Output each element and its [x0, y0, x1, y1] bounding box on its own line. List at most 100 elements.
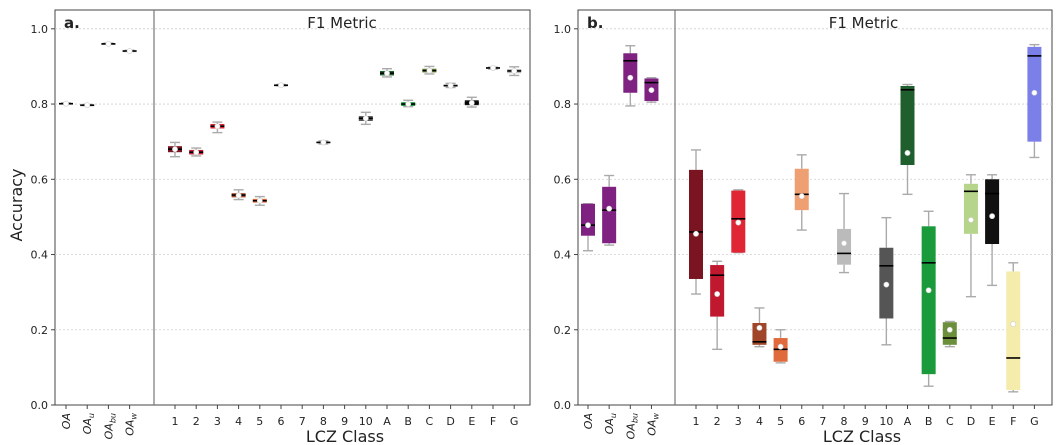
x-axis-label-b: LCZ Class — [823, 427, 901, 445]
x-tick-label: B — [404, 415, 412, 428]
mean-marker — [627, 74, 634, 81]
mean-marker — [172, 146, 178, 153]
x-tick-label: 6 — [278, 415, 285, 428]
box-3 — [210, 121, 225, 134]
panel-title: F1 Metric — [829, 14, 899, 32]
box-OAu — [80, 102, 95, 109]
y-axis-label: Accuracy — [7, 168, 26, 241]
mean-marker — [511, 68, 518, 74]
x-tick-label: A — [904, 415, 912, 428]
x-tick-label: 1 — [693, 415, 700, 428]
box-body — [581, 203, 595, 236]
panel-title: F1 Metric — [307, 14, 377, 32]
x-tick-label: 10 — [879, 415, 893, 428]
panel-label: a. — [64, 14, 80, 32]
box-G — [507, 66, 522, 77]
oa-tick-label: OAu — [81, 413, 96, 434]
box-8 — [837, 192, 852, 274]
x-tick-label: 2 — [193, 415, 200, 428]
x-tick-label: G — [1030, 415, 1039, 428]
box-4 — [231, 189, 246, 201]
x-tick-label: 9 — [341, 415, 348, 428]
mean-marker — [756, 324, 763, 331]
y-tick-label: 0.6 — [31, 173, 49, 186]
box-body — [752, 322, 767, 345]
mean-marker — [490, 65, 496, 71]
y-tick-label: 0.0 — [31, 399, 49, 412]
y-tick-label: 0.4 — [554, 249, 572, 262]
panel-label: b. — [587, 14, 603, 32]
x-tick-label: B — [925, 415, 933, 428]
mean-marker — [362, 115, 369, 122]
box-1 — [168, 141, 182, 158]
panel-a: 0.0 0.2 0.4 0.6 0.8 1.0 a. F1 Metric OA OAu OAbu OA… — [31, 9, 531, 439]
mean-marker — [235, 192, 242, 199]
mean-marker — [63, 100, 69, 107]
box-B — [401, 99, 416, 108]
box-OAbu — [101, 40, 116, 47]
box-E — [464, 96, 479, 108]
box-body — [985, 179, 1000, 244]
y-tick-label: 0.2 — [31, 324, 49, 337]
mean-marker — [256, 197, 263, 204]
box-OAw — [644, 77, 659, 103]
box-G — [1027, 43, 1042, 159]
mean-marker — [883, 281, 890, 288]
box-10 — [358, 111, 373, 126]
box-OAbu — [623, 45, 638, 107]
box-body — [963, 183, 978, 234]
x-tick-label: 7 — [819, 415, 826, 428]
mean-marker — [946, 326, 953, 333]
mean-marker — [405, 101, 412, 107]
x-tick-label: F — [490, 415, 496, 428]
box-4 — [752, 307, 767, 348]
x-tick-label: 6 — [798, 415, 805, 428]
box-OAw — [122, 48, 137, 54]
plot-frame — [54, 9, 531, 406]
box-body — [710, 265, 725, 317]
mean-marker — [105, 40, 112, 47]
oa-tick-label: OA — [60, 413, 73, 429]
y-tick-label: 0.2 — [554, 324, 572, 337]
mean-marker — [606, 205, 613, 212]
mean-marker — [1010, 321, 1017, 328]
x-tick-label: F — [1010, 415, 1016, 428]
x-tick-label: 1 — [172, 415, 179, 428]
x-axis-label-a: LCZ Class — [306, 427, 384, 445]
x-tick-label: A — [383, 415, 391, 428]
mean-marker — [426, 67, 433, 74]
x-tick-label: 9 — [862, 415, 869, 428]
box-A — [900, 83, 915, 196]
oa-tick-label: OAu — [603, 413, 618, 434]
x-tick-label: D — [967, 415, 975, 428]
x-tick-label: 3 — [735, 415, 742, 428]
mean-marker — [904, 150, 911, 156]
box-OA — [581, 203, 595, 252]
x-tick-label: 4 — [235, 415, 242, 428]
x-tick-label: E — [468, 415, 475, 428]
box-C — [422, 65, 437, 75]
x-tick-label: 3 — [214, 415, 221, 428]
box-body — [623, 53, 638, 93]
y-tick-label: 0.8 — [554, 98, 572, 111]
oa-tick-label: OAw — [124, 413, 139, 436]
box-1 — [689, 149, 703, 295]
box-8 — [316, 139, 331, 146]
mean-marker — [278, 82, 284, 89]
mean-marker — [320, 139, 327, 146]
oa-tick-label: OAbu — [624, 413, 639, 439]
mean-marker — [925, 287, 932, 294]
mean-marker — [968, 217, 974, 223]
mean-marker — [798, 193, 805, 200]
box-body — [689, 169, 703, 279]
y-tick-label: 0.0 — [554, 399, 572, 412]
oa-tick-label: OA — [582, 413, 595, 429]
box-body — [837, 228, 852, 265]
box-OA — [59, 100, 73, 107]
box-F — [1006, 262, 1021, 393]
y-tick-label: 1.0 — [554, 23, 572, 36]
mean-marker — [648, 87, 655, 94]
mean-marker — [447, 82, 454, 89]
box-body — [900, 85, 915, 165]
